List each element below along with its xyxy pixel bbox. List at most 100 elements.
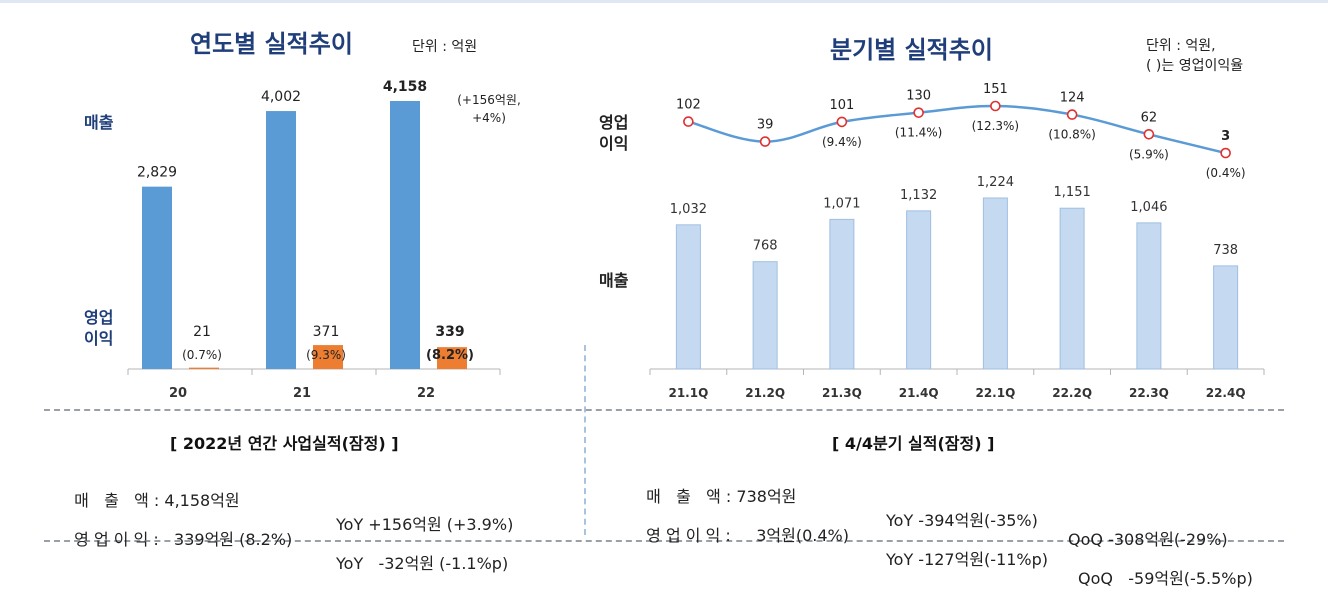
summary-bottom-divider [44,540,1284,542]
quarter-op-marker [836,116,848,128]
quarter-summary-row-sales: 매 출 액 : 738억원 YoY -394억원(-35%) QoQ -308억… [636,464,1227,549]
quarter-summary-title: [ 4/4분기 실적(잠정) ] [832,434,995,453]
quarter-unit-label: 단위 : 억원, ( )는 영업이익율 [1146,36,1243,76]
annual-op-yoy: YoY -32억원 (-1.1%p) [336,554,509,573]
quarter-unit-line1: 단위 : 억원, [1146,38,1216,54]
quarter-op-yoy: YoY -127억원(-11%p) [886,550,1049,569]
quarter-x-tick-label: 21.2Q [745,386,785,400]
annual-sales-axis-label: 매출 [84,113,114,132]
annual-unit-label: 단위 : 억원 [412,39,478,55]
annual-op-bar [437,347,467,369]
quarter-op-margin-label: (12.3%) [972,119,1019,133]
quarter-x-tick-label: 21.3Q [822,386,862,400]
annual-op-axis-label-line2: 이익 [84,329,114,348]
quarter-sales-data-label: 738 [1213,243,1238,258]
quarter-summary-row-op: 영 업 이 익 : 3억원(0.4%) YoY -127억원(-11%p) Qo… [636,503,1253,588]
quarter-op-margin-label: (9.4%) [822,135,862,149]
quarter-sales-qoq: QoQ -308억원(-29%) [1068,530,1228,549]
quarter-x-tick-label: 22.4Q [1206,386,1246,400]
quarter-sales-value: 매 출 액 : 738억원 [646,487,797,506]
quarter-op-qoq: QoQ -59억원(-5.5%p) [1078,569,1253,588]
quarter-unit-line2: ( )는 영업이익율 [1146,58,1244,74]
annual-sales-bar [266,111,296,369]
quarter-sales-data-label: 1,224 [977,175,1014,190]
quarter-sales-yoy: YoY -394억원(-35%) [886,511,1038,530]
quarter-op-marker [1143,128,1155,140]
quarter-x-tick-label: 21.4Q [899,386,939,400]
quarter-op-marker [683,116,694,127]
annual-sales-bar [142,186,172,369]
top-rule [0,0,1328,3]
quarter-op-marker [913,107,924,118]
annual-x-tick-label: 21 [293,386,311,401]
quarter-op-data-label: 3 [1221,129,1230,144]
annual-x-tick-label: 20 [169,386,187,401]
quarter-sales-bar [982,197,1008,370]
quarter-chart-title: 분기별 실적추이 [830,36,993,64]
annual-op-data-label: 371 [313,324,340,340]
quarter-x-tick-label: 22.3Q [1129,386,1169,400]
annual-op-margin-label: (8.2%) [426,348,474,363]
annual-op-margin-label: (0.7%) [182,348,222,362]
quarter-sales-data-label: 1,046 [1130,200,1167,215]
annual-growth-annotation-line1: (+156억원, [457,93,521,107]
quarter-op-data-label: 39 [757,118,774,133]
annual-summary-title: [ 2022년 연간 사업실적(잠정) ] [170,434,399,453]
annual-sales-yoy: YoY +156억원 (+3.9%) [336,515,514,534]
quarter-sales-data-label: 768 [753,239,778,254]
quarter-sales-bar [1059,207,1085,370]
annual-op-data-label: 339 [435,324,464,340]
annual-sales-bar [390,101,420,369]
quarter-op-data-label: 102 [676,98,701,113]
quarter-op-data-label: 151 [983,82,1008,97]
quarter-x-tick-label: 22.1Q [975,386,1015,400]
annual-sales-data-label: 2,829 [137,165,177,181]
annual-summary-row-sales: 매 출 액 : 4,158억원 YoY +156억원 (+3.9%) [64,468,513,534]
annual-op-bar [313,345,343,369]
quarter-sales-bar [829,218,855,370]
annual-op-axis-label: 영업 이익 [84,307,113,349]
quarter-op-marker [1066,109,1078,120]
vertical-divider [584,345,586,535]
quarter-x-tick-label: 22.2Q [1052,386,1092,400]
quarter-sales-data-label: 1,132 [900,188,937,203]
annual-op-margin-label: (9.3%) [306,348,346,362]
annual-sales-data-label: 4,002 [261,89,301,105]
quarter-op-axis-label-line1: 영업 [599,113,629,132]
annual-summary-row-op: 영 업 이 익 : 339억원 (8.2%) YoY -32억원 (-1.1%p… [64,507,508,573]
annual-sales-value: 매 출 액 : 4,158억원 [74,491,240,510]
quarter-op-data-label: 124 [1060,91,1085,106]
annual-chart-title: 연도별 실적추이 [190,30,353,58]
quarter-op-data-label: 101 [829,98,854,113]
annual-chart: 2,829 21 (0.7%) 20 4,002 371 (9.3%) 21 4,158 339 (… [127,79,521,401]
quarter-chart: 1,032 21.1Q 768 21.2Q 1,071 21.3Q 1,132 21.4Q 1,… [649,82,1265,400]
quarter-op-line [688,104,1226,155]
quarter-op-value: 영 업 이 익 : 3억원(0.4%) [646,526,849,545]
annual-op-axis-label-line1: 영업 [84,308,114,327]
quarter-sales-bar [752,261,778,370]
quarter-op-margin-label: (10.8%) [1048,128,1095,142]
annual-growth-annotation-line2: +4%) [472,111,506,125]
quarter-sales-bar [1213,265,1239,370]
quarter-sales-data-label: 1,151 [1054,185,1091,200]
quarter-sales-bar [906,210,932,370]
annual-op-bar [189,367,219,369]
quarter-sales-bar [1136,222,1162,370]
annual-op-data-label: 21 [193,324,211,340]
quarter-x-tick-label: 21.1Q [668,386,708,400]
quarter-op-margin-label: (11.4%) [895,126,942,140]
quarter-op-margin-label: (5.9%) [1129,147,1169,161]
annual-x-tick-label: 22 [417,386,435,401]
quarter-op-axis-label: 영업 이익 [599,112,628,154]
annual-op-value: 영 업 이 익 : 339억원 (8.2%) [74,530,293,549]
quarter-op-marker [1220,147,1231,159]
annual-sales-data-label: 4,158 [383,79,427,95]
quarter-sales-bar [675,224,701,370]
quarter-op-data-label: 62 [1141,110,1158,125]
quarter-op-margin-label: (0.4%) [1206,166,1246,180]
summary-top-divider [44,409,1284,411]
quarter-op-marker [759,136,771,147]
quarter-sales-axis-label: 매출 [599,271,629,290]
quarter-sales-data-label: 1,032 [670,202,707,217]
quarter-op-marker [990,100,1001,112]
